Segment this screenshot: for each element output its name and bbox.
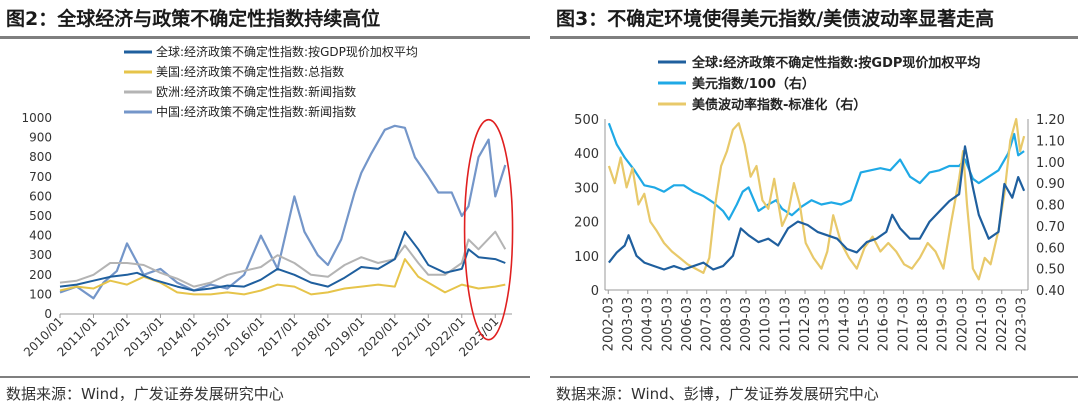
- y-right-tick-label: 0.70: [1036, 220, 1065, 235]
- y-left-tick-label: 100: [574, 250, 599, 265]
- y-right-tick-label: 0.40: [1036, 284, 1065, 299]
- x-tick-label: 2005-03: [660, 297, 675, 351]
- left-panel: 图2：全球经济与政策不确定性指数持续高位 0 100 200 300 400 500 600…: [0, 8, 530, 403]
- right-chart: 0 100 200 300 400 500 0.40 0.50 0.60 0.70 0.80 0.90…: [574, 55, 1065, 351]
- legend-label: 中国:经济政策不确定性指数:新闻指数: [156, 104, 356, 119]
- title-divider: [0, 36, 530, 39]
- legend-label: 美债波动率指数-标准化（右）: [692, 97, 866, 113]
- highlight-ellipse: [463, 118, 514, 341]
- y-left-tick-label: 300: [574, 181, 599, 196]
- series-line: [59, 258, 506, 296]
- x-tick-label: 2012-03: [798, 297, 813, 351]
- x-tick-label: 2003-03: [621, 297, 636, 351]
- y-right-tick-label: 0.80: [1036, 199, 1065, 214]
- y-right-tick-label: 1.10: [1036, 134, 1065, 149]
- x-tick-label: 2002-03: [601, 297, 616, 351]
- y-right-tick-label: 0.50: [1036, 263, 1065, 278]
- y-left-tick-label: 400: [574, 147, 599, 162]
- chart-title: 图2：全球经济与政策不确定性指数持续高位: [6, 8, 381, 30]
- y-tick-label: 0: [44, 307, 52, 321]
- series-line: [607, 122, 1025, 221]
- y-left-tick-label: 0: [591, 284, 599, 299]
- x-tick-label: 2014-03: [837, 297, 852, 351]
- y-tick-label: 200: [29, 268, 52, 282]
- y-tick-label: 800: [29, 150, 52, 164]
- series-line: [59, 124, 507, 300]
- series-line: [607, 117, 1026, 281]
- y-right-tick-label: 1.00: [1036, 156, 1065, 171]
- x-tick-label: 2018-03: [916, 297, 931, 351]
- series-line: [59, 230, 507, 288]
- x-tick-label: 2019-03: [936, 297, 951, 351]
- y-tick-label: 1000: [21, 111, 52, 125]
- x-tick-label: 2010-03: [759, 297, 774, 351]
- legend-label: 全球:经济政策不确定性指数:按GDP现价加权平均: [691, 55, 980, 71]
- legend-label: 全球:经济政策不确定性指数:按GDP现价加权平均: [156, 44, 418, 59]
- x-tick-label: 2006-03: [680, 297, 695, 351]
- x-tick-label: 2013-03: [818, 297, 833, 351]
- y-left-tick-label: 500: [574, 113, 599, 128]
- legend-label: 欧洲:经济政策不确定性指数:新闻指数: [156, 84, 356, 99]
- x-tick-label: 2017-03: [896, 297, 911, 351]
- x-tick-label: 2023-03: [1014, 297, 1029, 351]
- source-note: 数据来源：Wind、彭博，广发证券发展研究中心: [556, 385, 879, 403]
- x-tick-label: 2009-03: [739, 297, 754, 351]
- x-tick-label: 2016-03: [877, 297, 892, 351]
- x-tick-label: 2004-03: [641, 297, 656, 351]
- x-tick-label: 2020-03: [955, 297, 970, 351]
- x-tick-label: 2007-03: [700, 297, 715, 351]
- x-tick-label: 2011-03: [778, 297, 793, 351]
- series-line: [608, 145, 1026, 271]
- x-tick-label: 2015-03: [857, 297, 872, 351]
- left-chart: 010020030040050060070080090010002010/012…: [21, 44, 514, 359]
- x-tick-label: 2008-03: [719, 297, 734, 351]
- y-tick-label: 400: [29, 229, 52, 243]
- chart-title: 图3：不确定环境使得美元指数/美债波动率显著走高: [556, 8, 995, 30]
- y-right-tick-label: 1.20: [1036, 113, 1065, 128]
- source-divider: [0, 376, 530, 378]
- y-right-tick-label: 0.90: [1036, 177, 1065, 192]
- y-right-tick-label: 0.60: [1036, 241, 1065, 256]
- y-tick-label: 300: [29, 248, 52, 262]
- right-panel: 图3：不确定环境使得美元指数/美债波动率显著走高 0 100 200 300 400 50…: [550, 0, 1080, 415]
- y-tick-label: 700: [29, 170, 52, 184]
- y-tick-label: 600: [29, 189, 52, 203]
- legend-label: 美国:经济政策不确定性指数:总指数: [156, 64, 344, 79]
- y-tick-label: 500: [29, 209, 52, 223]
- title-divider: [550, 36, 1078, 39]
- x-tick-label: 2021-03: [975, 297, 990, 351]
- y-tick-label: 100: [29, 287, 52, 301]
- x-tick-label: 2022-03: [995, 297, 1010, 351]
- source-note: 数据来源：Wind，广发证券发展研究中心: [6, 385, 284, 403]
- y-left-tick-label: 200: [574, 216, 599, 231]
- legend-label: 美元指数/100（右）: [692, 76, 815, 92]
- series-line: [59, 230, 506, 292]
- y-tick-label: 900: [29, 131, 52, 145]
- source-divider: [550, 376, 1078, 378]
